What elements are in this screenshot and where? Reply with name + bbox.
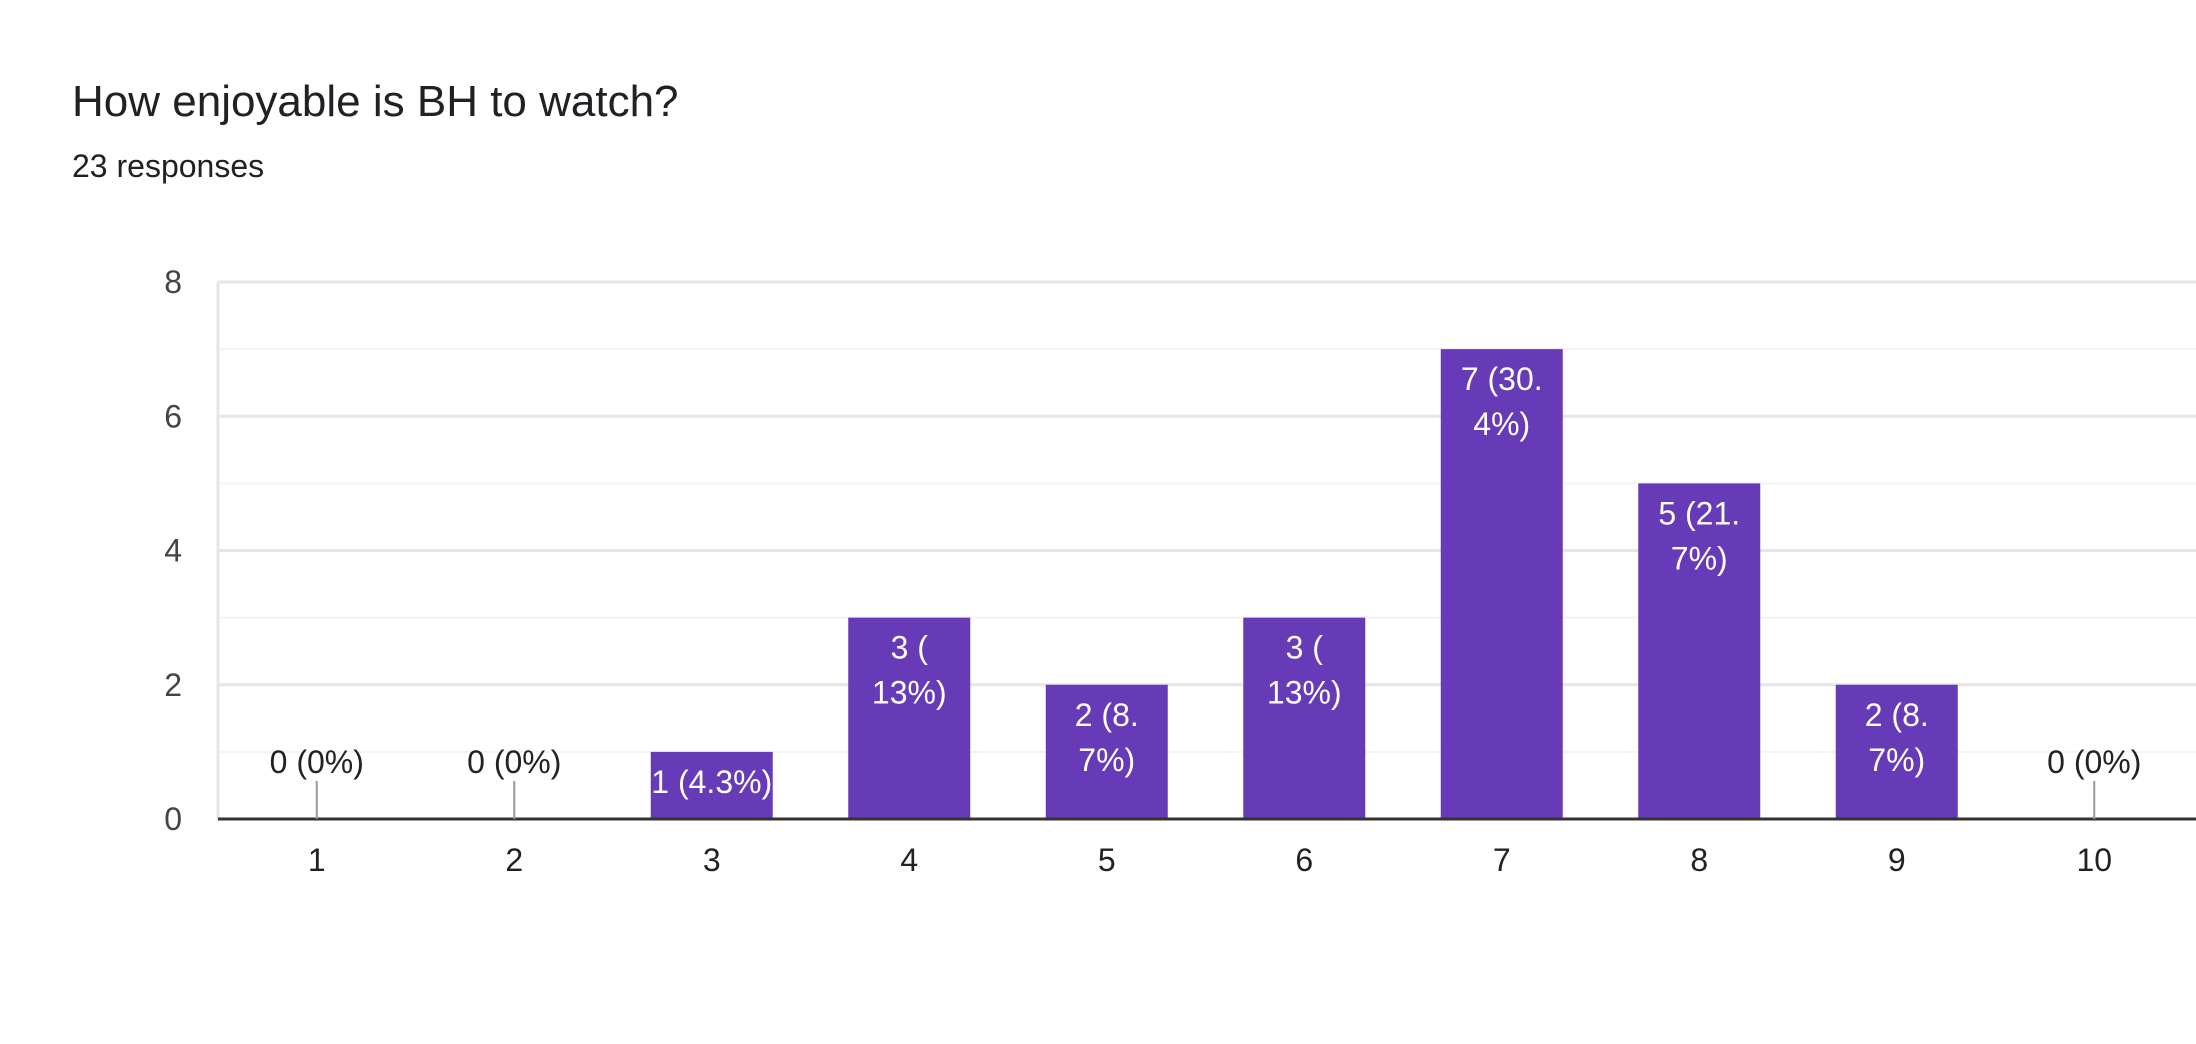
data-labels: 0 (0%) 0 (0%) 1 (4.3%) 3 ( 13%) 2 (8. 7%) 3 ( 13… bbox=[270, 361, 2141, 819]
bars bbox=[650, 349, 1958, 819]
x-tick-label: 5 bbox=[1098, 842, 1116, 878]
x-tick-label: 3 bbox=[703, 842, 721, 878]
data-label: 2 (8. bbox=[1075, 697, 1139, 733]
x-tick-label: 10 bbox=[2076, 842, 2112, 878]
data-label: 3 ( bbox=[891, 630, 929, 666]
data-label: 13%) bbox=[872, 675, 947, 711]
data-label: 7%) bbox=[1868, 742, 1925, 778]
y-tick-label: 2 bbox=[164, 667, 182, 703]
bar bbox=[1440, 349, 1563, 819]
bar bbox=[1638, 483, 1761, 819]
x-tick-label: 4 bbox=[900, 842, 918, 878]
x-tick-label: 9 bbox=[1888, 842, 1906, 878]
data-label: 3 ( bbox=[1286, 630, 1324, 666]
data-label: 13%) bbox=[1267, 675, 1342, 711]
data-label: 2 (8. bbox=[1865, 697, 1929, 733]
response-count: 23 responses bbox=[72, 148, 265, 184]
bar bbox=[1243, 617, 1366, 819]
data-label: 7%) bbox=[1671, 540, 1728, 576]
axes: 0 2 4 6 8 1 2 3 4 5 6 7 8 9 10 bbox=[164, 264, 2196, 878]
bar bbox=[1835, 684, 1958, 819]
data-label: 4%) bbox=[1473, 406, 1530, 442]
gridlines bbox=[216, 280, 2196, 819]
y-tick-label: 4 bbox=[164, 533, 182, 569]
data-label: 0 (0%) bbox=[2047, 744, 2141, 780]
x-tick-label: 6 bbox=[1295, 842, 1313, 878]
x-tick-label: 8 bbox=[1690, 842, 1708, 878]
bar bbox=[650, 751, 773, 819]
data-label: 0 (0%) bbox=[467, 744, 561, 780]
x-tick-label: 2 bbox=[505, 842, 523, 878]
data-label: 7%) bbox=[1078, 742, 1135, 778]
x-tick-label: 7 bbox=[1493, 842, 1511, 878]
x-tick-label: 1 bbox=[308, 842, 326, 878]
data-label: 5 (21. bbox=[1658, 495, 1740, 531]
y-tick-label: 0 bbox=[164, 801, 182, 837]
data-label: 1 (4.3%) bbox=[651, 764, 772, 800]
y-tick-label: 8 bbox=[164, 264, 182, 300]
chart-title: How enjoyable is BH to watch? bbox=[72, 77, 679, 126]
data-label: 0 (0%) bbox=[270, 744, 364, 780]
data-label: 7 (30. bbox=[1461, 361, 1543, 397]
y-tick-label: 6 bbox=[164, 398, 182, 434]
bar bbox=[848, 617, 971, 819]
bar bbox=[1045, 684, 1168, 819]
